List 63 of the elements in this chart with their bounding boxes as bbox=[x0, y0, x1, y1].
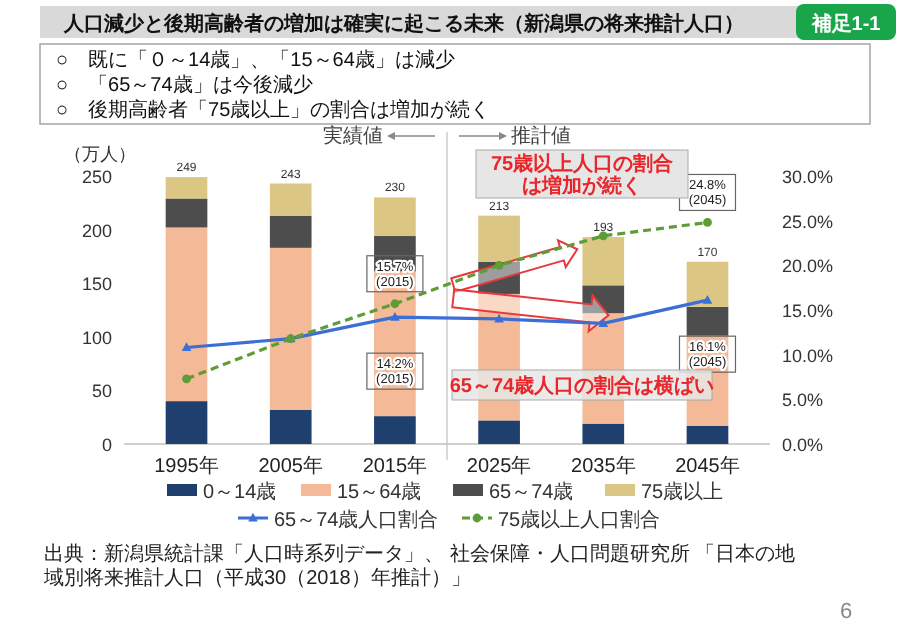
bar bbox=[686, 306, 729, 336]
point bbox=[181, 342, 192, 352]
y2-tick-label: 0.0% bbox=[782, 435, 824, 455]
annotation: 75歳以上人口の割合は増加が続く bbox=[490, 152, 676, 198]
text: 実績値 bbox=[323, 124, 383, 148]
bar bbox=[165, 198, 208, 228]
point bbox=[703, 218, 712, 227]
point bbox=[598, 318, 609, 327]
chart-subtitle: ○ 既に「０～14歳」、「15～64歳」は減少 ○ 「65～74歳」は今後減少 ○ 後期高齢者「75歳以上」の割合は増加が続く bbox=[56, 48, 491, 122]
bar bbox=[478, 420, 520, 444]
y-tick-label: 0 bbox=[101, 435, 112, 455]
y-tick-label: 50 bbox=[91, 381, 112, 402]
point bbox=[390, 311, 400, 321]
point bbox=[390, 299, 400, 309]
point bbox=[494, 260, 504, 270]
y2-tick-label: 10.0% bbox=[782, 345, 834, 366]
x-tick-label: 2025年 bbox=[466, 454, 532, 478]
y2-tick-label: 25.0% bbox=[782, 211, 834, 232]
bar bbox=[374, 197, 416, 237]
bar bbox=[269, 247, 312, 410]
legend-label: 75歳以上 bbox=[641, 480, 724, 504]
y-tick-label: 200 bbox=[81, 220, 112, 241]
x-tick-label: 2005年 bbox=[258, 454, 323, 478]
legend-label: 15～64歳 bbox=[337, 480, 422, 504]
point bbox=[182, 374, 191, 384]
bar bbox=[165, 227, 208, 402]
y-tick-label: 250 bbox=[81, 167, 112, 187]
point bbox=[598, 231, 608, 241]
bar bbox=[686, 261, 729, 307]
point bbox=[494, 313, 504, 323]
bar bbox=[686, 425, 729, 444]
chart-title: 人口減少と後期高齢者の増加は確実に起こる未来（新潟県の将来推計人口） bbox=[62, 12, 744, 36]
bar bbox=[582, 285, 625, 314]
y2-tick-label: 5.0% bbox=[782, 390, 824, 411]
x-tick-label: 1995年 bbox=[154, 454, 219, 478]
bar bbox=[374, 416, 416, 444]
x-tick-label: 2015年 bbox=[362, 454, 428, 478]
bar bbox=[269, 215, 312, 248]
y-tick-label: 100 bbox=[81, 327, 112, 348]
legend-label: 65～74歳 bbox=[489, 480, 574, 504]
text: 6 bbox=[840, 600, 853, 624]
bar bbox=[269, 409, 312, 444]
source-note: 出典：新潟県統計課「人口時系列データ」、 社会保障・人口問題研究所 「日本の地域別将来推計人口（平成30（2018）年推計）」 bbox=[44, 544, 798, 592]
x-tick-label: 2045年 bbox=[675, 454, 740, 478]
text: 推計値 bbox=[511, 124, 571, 148]
y-tick-label: 150 bbox=[81, 274, 112, 295]
bar bbox=[582, 423, 625, 444]
legend-label: 75歳以上人口割合 bbox=[498, 508, 661, 532]
y2-tick-label: 20.0% bbox=[782, 256, 834, 277]
bar bbox=[165, 177, 208, 199]
bar bbox=[269, 183, 312, 216]
bar bbox=[478, 261, 520, 294]
x-tick-label: 2035年 bbox=[571, 454, 636, 478]
point bbox=[702, 294, 713, 304]
y-axis-title: （万人） bbox=[64, 144, 136, 164]
y2-tick-label: 30.0% bbox=[782, 167, 834, 187]
legend-label: 0～14歳 bbox=[203, 480, 277, 504]
legend-label: 65～74歳人口割合 bbox=[274, 508, 439, 532]
text: 補足1-1 bbox=[809, 12, 882, 36]
annotation: 65～74歳人口の割合は横ばい bbox=[449, 374, 715, 398]
y2-tick-label: 15.0% bbox=[782, 301, 834, 321]
bar bbox=[582, 237, 625, 286]
bar bbox=[165, 401, 208, 444]
